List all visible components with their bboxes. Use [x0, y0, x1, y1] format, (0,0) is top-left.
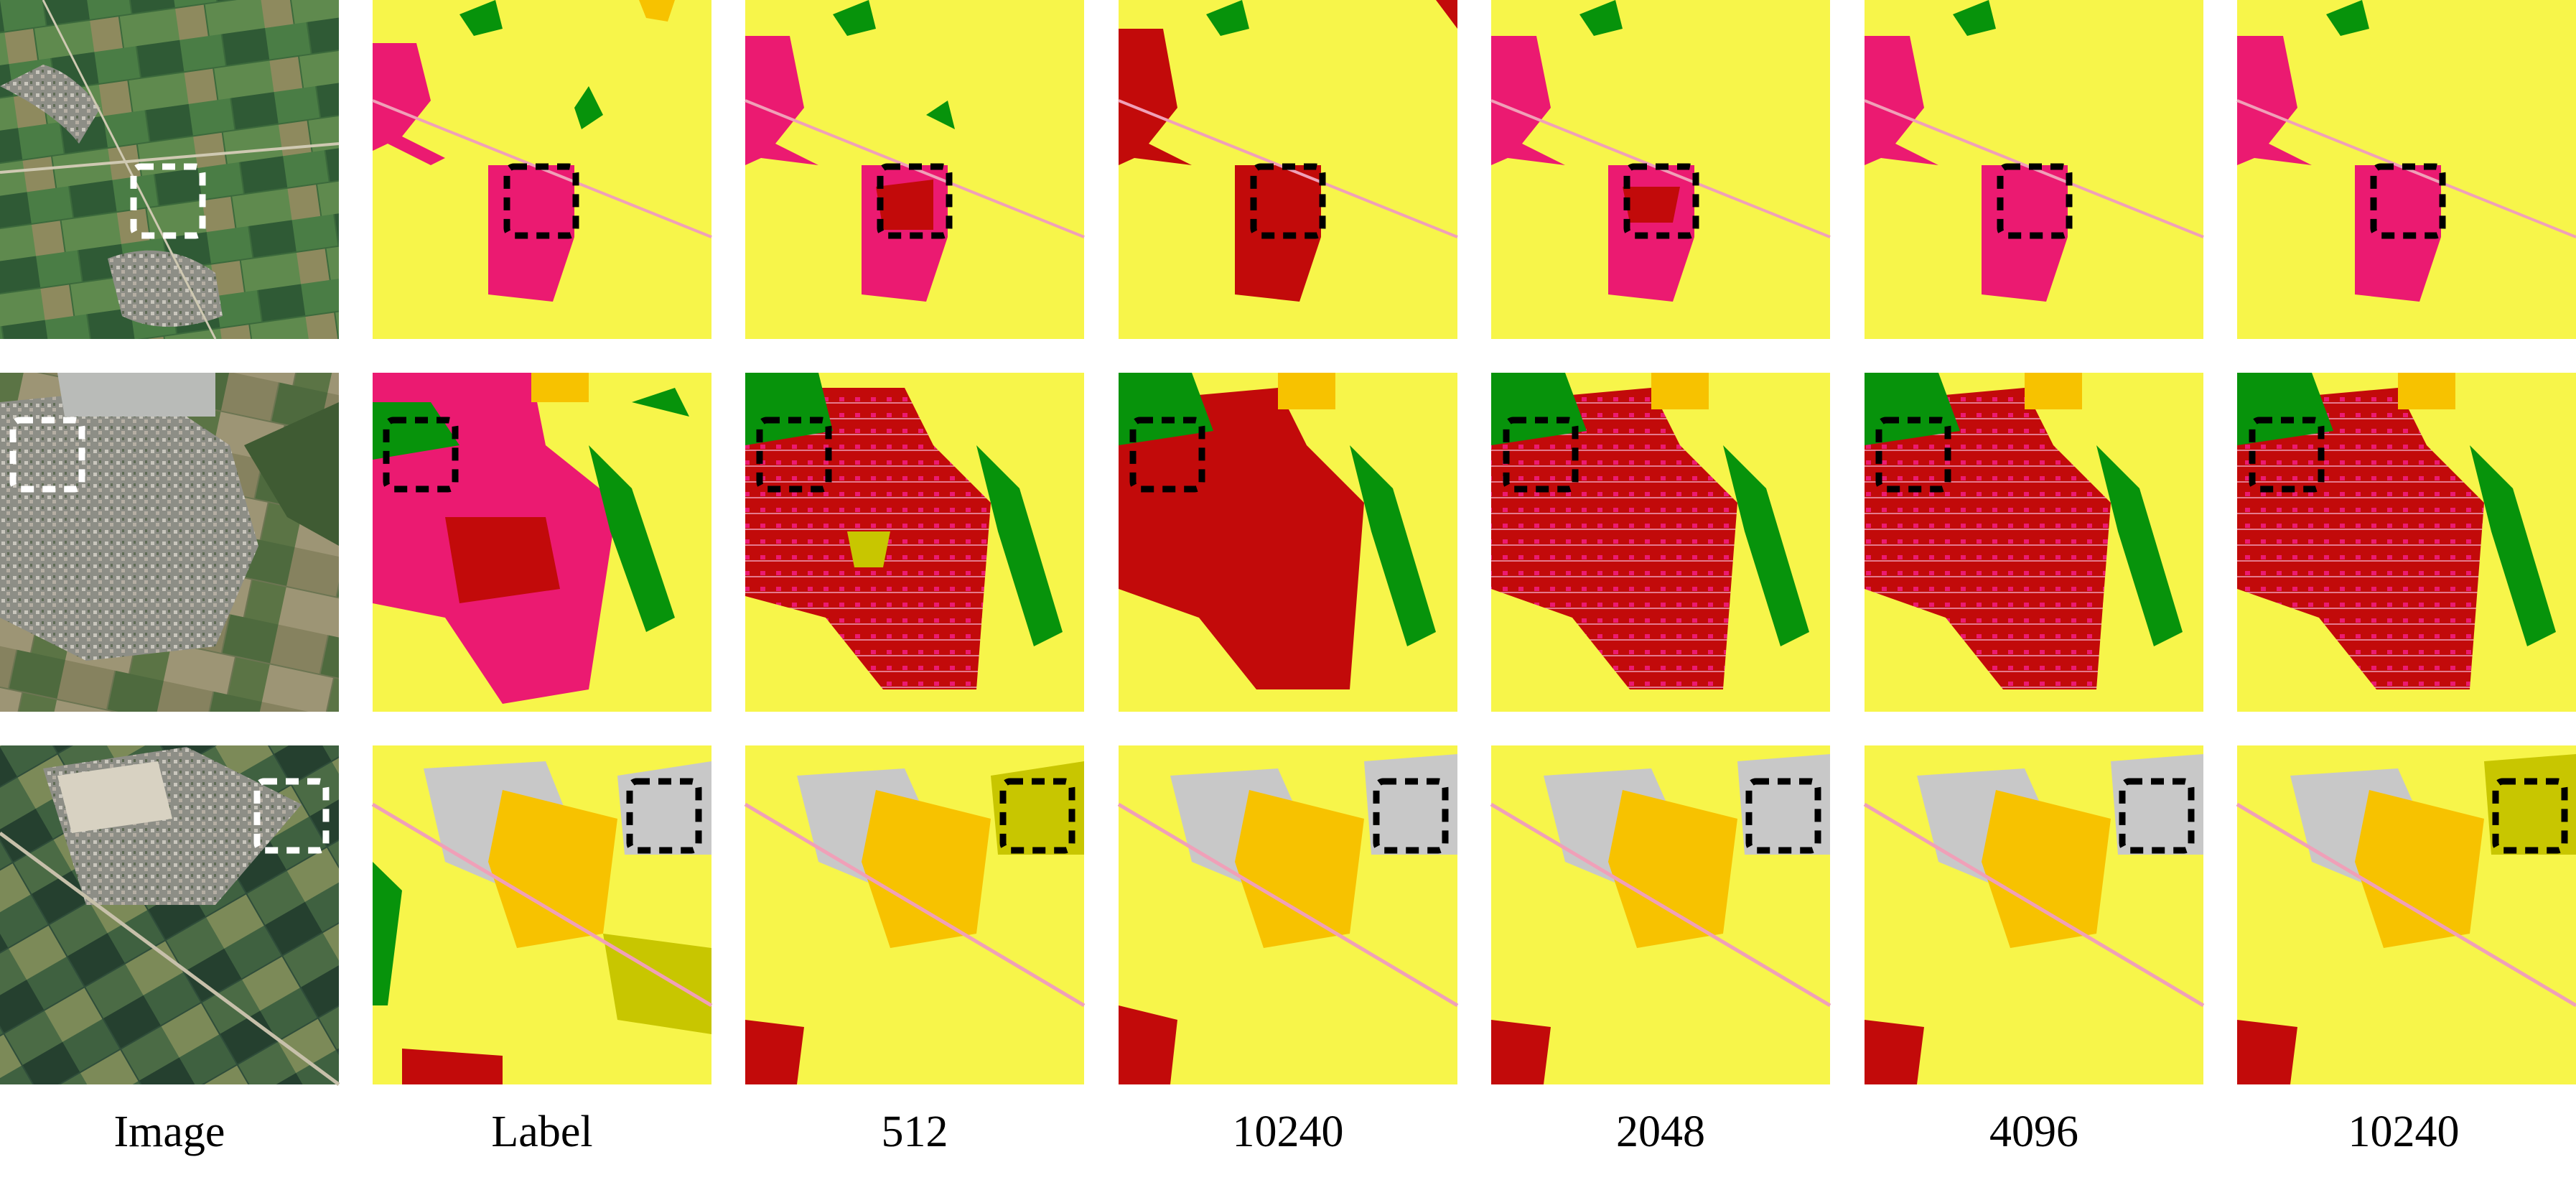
- highlight-box-icon: [130, 163, 206, 239]
- highlight-box-icon: [1129, 417, 1205, 493]
- highlight-box-icon: [2119, 778, 2195, 854]
- aerial-image-row3: [0, 745, 340, 1087]
- row-3: [0, 745, 2576, 1087]
- prediction-512-row3: [744, 745, 1086, 1084]
- highlight-box-icon: [1250, 163, 1326, 239]
- highlight-box-icon: [999, 778, 1075, 854]
- highlight-box-icon: [1745, 778, 1821, 854]
- highlight-box-icon: [383, 417, 459, 493]
- row-1: [0, 0, 2576, 340]
- column-label-4096: 4096: [1989, 1107, 2078, 1156]
- column-label-10240-second: 10240: [2348, 1107, 2460, 1156]
- prediction-10240-row3: [1117, 745, 1459, 1084]
- segmentation-label-row1: [372, 0, 712, 339]
- segmentation-label-row2: [373, 373, 711, 712]
- prediction-10240b-row3: [2236, 745, 2576, 1084]
- highlight-box-icon: [626, 778, 702, 854]
- row-2: [0, 373, 2576, 712]
- prediction-2048-row2: [1491, 373, 1830, 712]
- prediction-10240-row2: [1119, 373, 1457, 712]
- highlight-box-icon: [877, 163, 953, 239]
- prediction-4096-row2: [1865, 373, 2203, 712]
- highlight-box-icon: [1503, 417, 1579, 493]
- column-label-512: 512: [881, 1107, 948, 1156]
- aerial-image-row2: [0, 373, 339, 712]
- highlight-box-icon: [9, 417, 85, 493]
- prediction-512-row2: [745, 373, 1084, 712]
- highlight-box-icon: [1997, 163, 2073, 239]
- prediction-512-row1: [745, 0, 1085, 339]
- segmentation-label-row3: [371, 745, 713, 1084]
- prediction-10240b-row2: [2237, 373, 2576, 712]
- aerial-image-row1: [0, 0, 340, 340]
- prediction-4096-row3: [1863, 745, 2205, 1084]
- prediction-10240b-row1: [2236, 0, 2576, 339]
- highlight-box-icon: [503, 163, 579, 239]
- highlight-box-icon: [1373, 778, 1449, 854]
- prediction-2048-row3: [1490, 745, 1831, 1084]
- highlight-box-icon: [2249, 417, 2325, 493]
- highlight-box-icon: [253, 778, 330, 854]
- column-label-2048: 2048: [1616, 1107, 1705, 1156]
- prediction-10240-row1: [1118, 0, 1458, 339]
- highlight-box-icon: [2370, 163, 2446, 239]
- column-label-image: Image: [113, 1107, 225, 1156]
- column-label-10240: 10240: [1232, 1107, 1344, 1156]
- highlight-box-icon: [1875, 417, 1951, 493]
- column-label-label: Label: [491, 1107, 593, 1156]
- prediction-4096-row1: [1864, 0, 2204, 339]
- prediction-2048-row1: [1490, 0, 1831, 339]
- highlight-box-icon: [2492, 778, 2568, 854]
- highlight-box-icon: [756, 417, 832, 493]
- highlight-box-icon: [1623, 163, 1699, 239]
